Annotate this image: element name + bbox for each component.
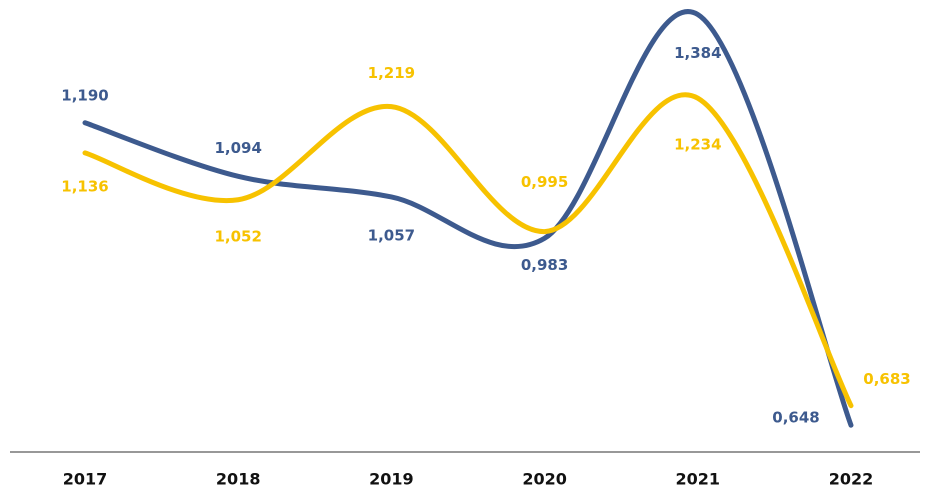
x-tick-label: 2020 (522, 470, 567, 489)
data-label: 0,983 (521, 256, 568, 274)
x-tick-label: 2018 (216, 470, 261, 489)
data-label: 1,052 (214, 227, 261, 245)
x-tick-label: 2022 (829, 470, 874, 489)
data-label: 1,057 (368, 226, 415, 244)
data-label: 1,384 (674, 44, 721, 62)
line (82, 9, 854, 428)
data-label: 1,136 (61, 177, 108, 195)
line (82, 92, 854, 409)
data-label: 1,190 (61, 86, 108, 104)
data-label: 0,683 (863, 370, 910, 388)
x-tick-label: 2021 (676, 470, 721, 489)
data-label: 1,219 (368, 64, 415, 82)
data-label: 1,234 (674, 136, 721, 154)
data-label: 0,995 (521, 173, 568, 191)
data-label: 1,094 (214, 139, 261, 157)
data-label: 0,648 (772, 409, 819, 427)
x-tick-label: 2019 (369, 470, 414, 489)
x-tick-label: 2017 (63, 470, 108, 489)
